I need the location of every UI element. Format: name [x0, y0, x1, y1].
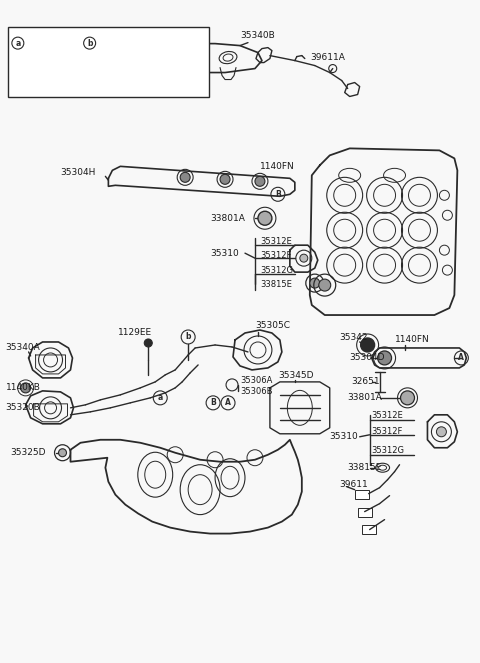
Text: 35304H: 35304H	[60, 168, 96, 177]
Text: 35345F: 35345F	[28, 38, 59, 48]
Text: B: B	[210, 398, 216, 407]
Circle shape	[255, 176, 265, 186]
Text: A: A	[458, 353, 464, 363]
Text: 33815E: 33815E	[348, 463, 382, 472]
Text: 35312G: 35312G	[260, 266, 293, 274]
Circle shape	[319, 279, 331, 291]
Bar	[355, 490, 369, 499]
Text: A: A	[225, 398, 231, 407]
Text: 33801A: 33801A	[348, 393, 383, 402]
Circle shape	[436, 427, 446, 437]
Circle shape	[220, 174, 230, 184]
Text: 35312F: 35312F	[372, 427, 403, 436]
Text: 35310: 35310	[210, 249, 239, 258]
Circle shape	[310, 278, 320, 288]
Text: 32651: 32651	[352, 377, 380, 387]
Text: 35342: 35342	[340, 333, 368, 343]
Bar	[358, 508, 372, 516]
Circle shape	[180, 172, 190, 182]
Text: 35340B: 35340B	[240, 31, 275, 40]
Text: 35345D: 35345D	[278, 371, 313, 381]
Text: 1140EJ: 1140EJ	[154, 38, 182, 48]
Text: 35304D: 35304D	[350, 353, 385, 363]
Circle shape	[360, 338, 374, 352]
Text: 35306A: 35306A	[240, 377, 272, 385]
Circle shape	[378, 351, 392, 365]
Text: 35312G: 35312G	[372, 446, 405, 455]
Text: a: a	[157, 393, 163, 402]
Text: 35312E: 35312E	[372, 411, 403, 420]
Text: 1140KB: 1140KB	[6, 383, 40, 392]
Text: 39611: 39611	[340, 480, 369, 489]
Text: 35305C: 35305C	[255, 320, 290, 330]
Text: b: b	[185, 332, 191, 341]
Text: 1140FN: 1140FN	[395, 335, 429, 345]
Circle shape	[21, 383, 31, 393]
Bar	[8, 27, 209, 97]
Circle shape	[59, 449, 67, 457]
Text: 35325D: 35325D	[11, 448, 46, 457]
Text: 35340A: 35340A	[6, 343, 40, 353]
Circle shape	[400, 391, 415, 405]
Text: 1129EE: 1129EE	[119, 328, 153, 337]
Circle shape	[300, 254, 308, 262]
Text: 33801A: 33801A	[210, 213, 245, 223]
Text: 33815E: 33815E	[260, 280, 292, 288]
Text: 35312F: 35312F	[260, 251, 291, 260]
Text: 1140FN: 1140FN	[260, 162, 295, 171]
Bar	[361, 524, 376, 534]
Text: 35310: 35310	[330, 432, 359, 442]
Text: 35312E: 35312E	[260, 237, 292, 246]
Text: 35306B: 35306B	[240, 387, 273, 396]
Text: B: B	[275, 190, 281, 199]
Text: 39611A: 39611A	[310, 53, 345, 62]
Text: 35345G: 35345G	[100, 38, 132, 48]
Circle shape	[258, 211, 272, 225]
Text: 35320B: 35320B	[6, 403, 40, 412]
Text: a: a	[15, 38, 21, 48]
Circle shape	[144, 339, 152, 347]
Text: b: b	[87, 38, 92, 48]
